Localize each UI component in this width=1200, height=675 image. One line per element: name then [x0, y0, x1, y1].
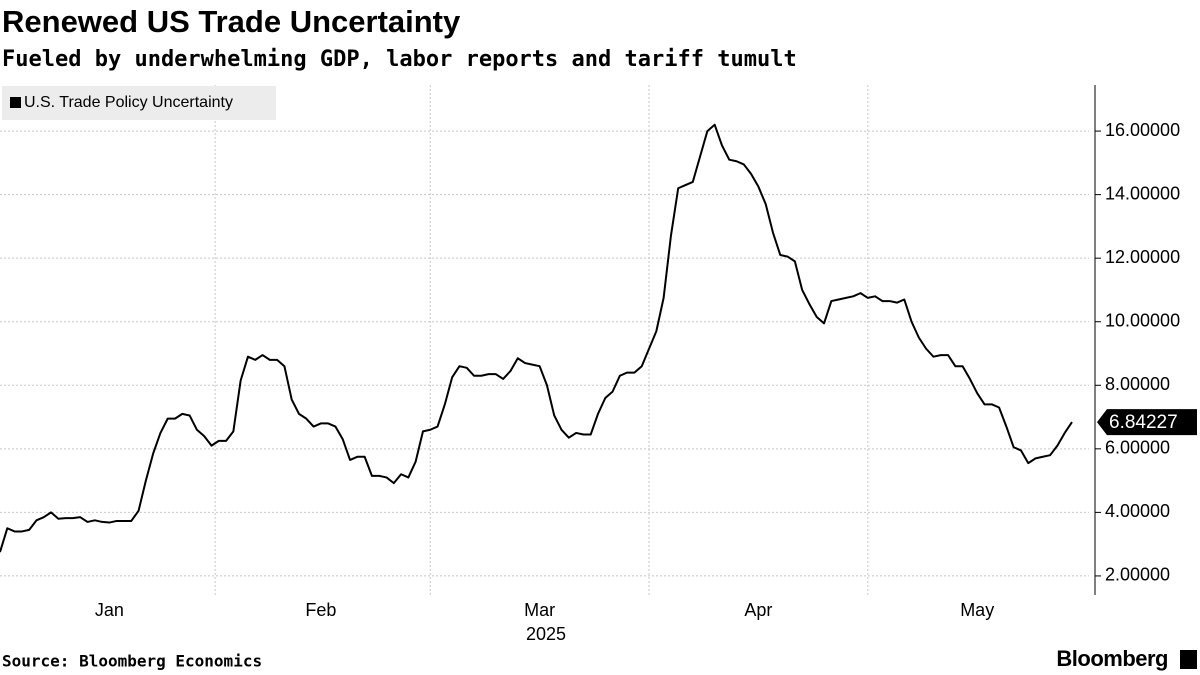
legend-box [2, 86, 276, 120]
y-tick-label: 2.00000 [1105, 565, 1170, 585]
brand-icon [1180, 650, 1197, 669]
x-axis-label: 2025 [526, 624, 566, 644]
y-tick-label: 12.00000 [1105, 247, 1180, 267]
y-tick-label: 10.00000 [1105, 310, 1180, 330]
chart-subtitle: Fueled by underwhelming GDP, labor repor… [2, 47, 797, 72]
y-tick-label: 4.00000 [1105, 501, 1170, 521]
x-tick-label: Mar [524, 600, 555, 620]
y-tick-label: 14.00000 [1105, 183, 1180, 203]
y-tick-label: 8.00000 [1105, 374, 1170, 394]
source: Source: Bloomberg Economics [2, 652, 262, 671]
y-tick-label: 16.00000 [1105, 120, 1180, 140]
legend-swatch [10, 97, 21, 108]
legend-label: U.S. Trade Policy Uncertainty [24, 94, 233, 111]
y-tick-label: 6.00000 [1105, 438, 1170, 458]
x-tick-label: Feb [305, 600, 336, 620]
brand: Bloomberg [1056, 646, 1168, 671]
x-tick-label: Jan [95, 600, 124, 620]
legend: U.S. Trade Policy Uncertainty [2, 86, 276, 120]
x-tick-label: May [960, 600, 994, 620]
last-value-label: 6.84227 [1109, 412, 1178, 433]
last-value-badge [1097, 409, 1197, 436]
line [0, 123, 1073, 553]
chart-title: Renewed US Trade Uncertainty [2, 4, 461, 39]
x-tick-label: Apr [744, 600, 772, 620]
